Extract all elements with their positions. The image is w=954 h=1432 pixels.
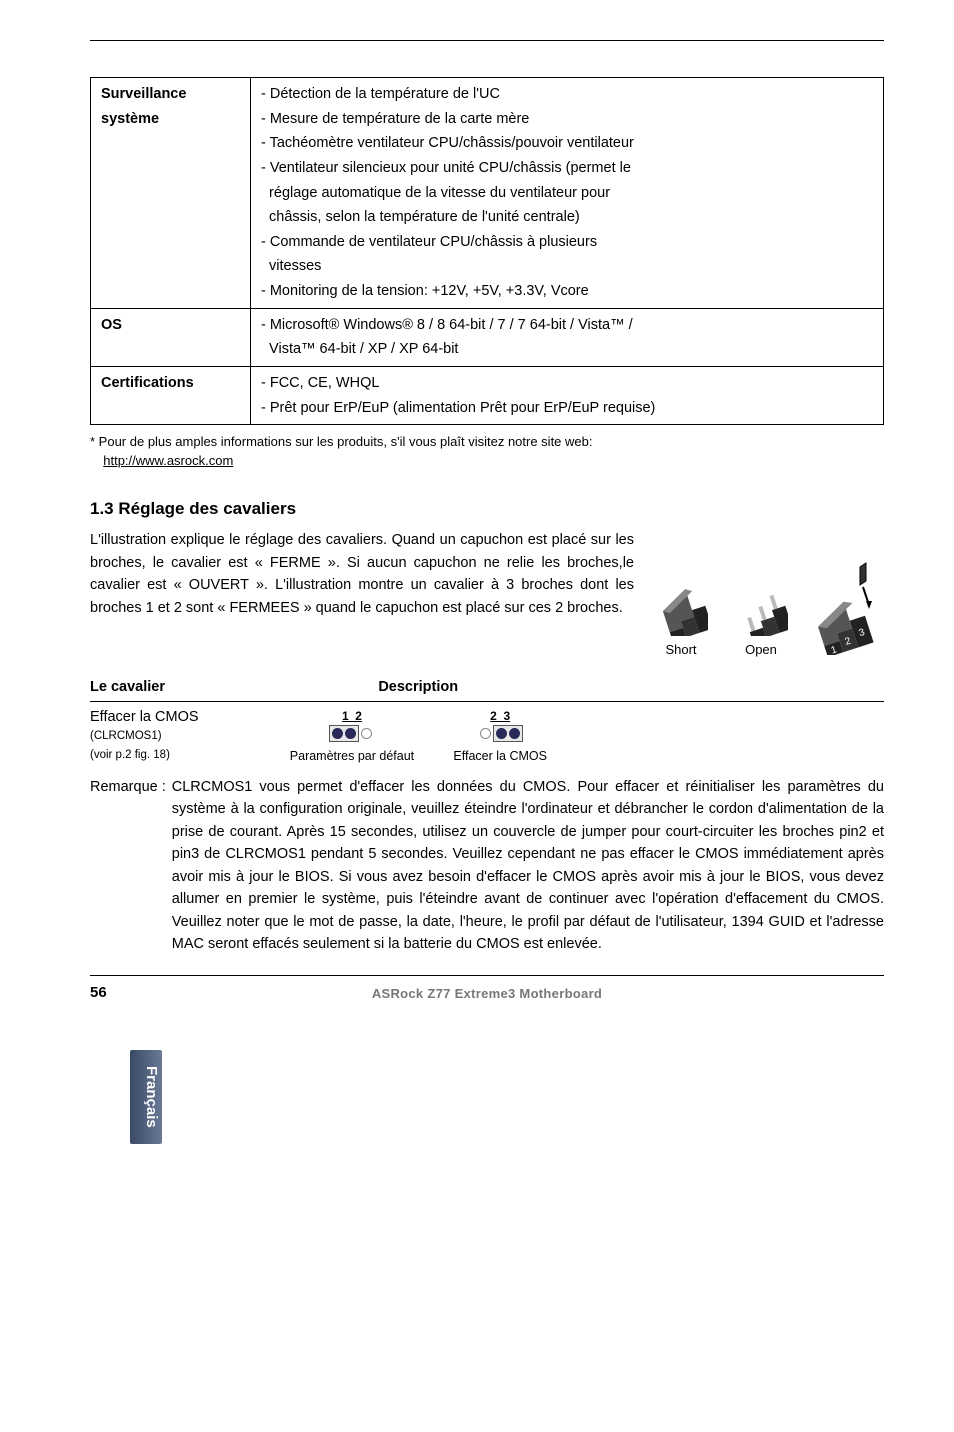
top-rule	[90, 40, 884, 41]
pin-b-icon	[478, 725, 523, 742]
numbered-icon: 1 2 3	[814, 559, 884, 655]
jumper-fig-open: Open	[734, 566, 788, 660]
cav-name: Effacer la CMOS	[90, 709, 199, 725]
board-name: ASRock Z77 Extreme3 Motherboard	[130, 984, 844, 1004]
pin-a-sub: Paramètres par défaut	[288, 747, 416, 766]
open-label: Open	[745, 642, 777, 657]
footnote-text: * Pour de plus amples informations sur l…	[90, 434, 593, 449]
spec-key: OS	[91, 308, 251, 366]
footnote: * Pour de plus amples informations sur l…	[90, 433, 884, 469]
cav-sub1: (CLRCMOS1)	[90, 730, 162, 742]
footer: 56 ASRock Z77 Extreme3 Motherboard	[90, 982, 884, 1005]
short-label: Short	[665, 642, 696, 657]
spec-value: - Microsoft® Windows® 8 / 8 64-bit / 7 /…	[251, 308, 884, 366]
spec-value: - FCC, CE, WHQL- Prêt pour ErP/EuP (alim…	[251, 367, 884, 425]
bottom-rule	[90, 975, 884, 976]
pin-a-icon	[329, 725, 374, 742]
spec-table: Surveillancesystème- Détection de la tem…	[90, 77, 884, 425]
spec-value: - Détection de la température de l'UC- M…	[251, 78, 884, 309]
pin-col-a: 1_2 Paramètres par défaut	[270, 701, 434, 765]
remarque: Remarque : CLRCMOS1 vous permet d'efface…	[90, 776, 884, 956]
language-tab: Français	[130, 1050, 162, 1144]
spec-key: Certifications	[91, 367, 251, 425]
cav-left-cell: Effacer la CMOS (CLRCMOS1) (voir p.2 fig…	[90, 701, 270, 765]
jumper-figures: Short Open	[654, 529, 884, 659]
jumper-fig-numbered: 1 2 3	[814, 559, 884, 659]
jumper-paragraph: L'illustration explique le réglage des c…	[90, 529, 634, 619]
footnote-link[interactable]: http://www.asrock.com	[103, 453, 233, 468]
short-icon	[654, 566, 708, 636]
remarque-label: Remarque :	[90, 776, 172, 956]
remarque-body: CLRCMOS1 vous permet d'effacer les donné…	[172, 776, 884, 956]
spec-key: Surveillancesystème	[91, 78, 251, 309]
jumper-fig-short: Short	[654, 566, 708, 660]
pin-col-b: 2_3 Effacer la CMOS	[434, 701, 566, 765]
open-icon	[734, 566, 788, 636]
cav-head-left: Le cavalier	[90, 677, 270, 701]
page-number: 56	[90, 982, 130, 1005]
pin-b-sub: Effacer la CMOS	[452, 747, 548, 766]
cavalier-table: Le cavalier Description Effacer la CMOS …	[90, 677, 884, 766]
pin-b-label: 2_3	[490, 709, 510, 723]
section-title: 1.3 Réglage des cavaliers	[90, 496, 884, 522]
cav-sub2: (voir p.2 fig. 18)	[90, 749, 170, 761]
cav-head-right: Description	[270, 677, 566, 701]
pin-a-label: 1_2	[342, 709, 362, 723]
jumper-row: L'illustration explique le réglage des c…	[90, 529, 884, 659]
